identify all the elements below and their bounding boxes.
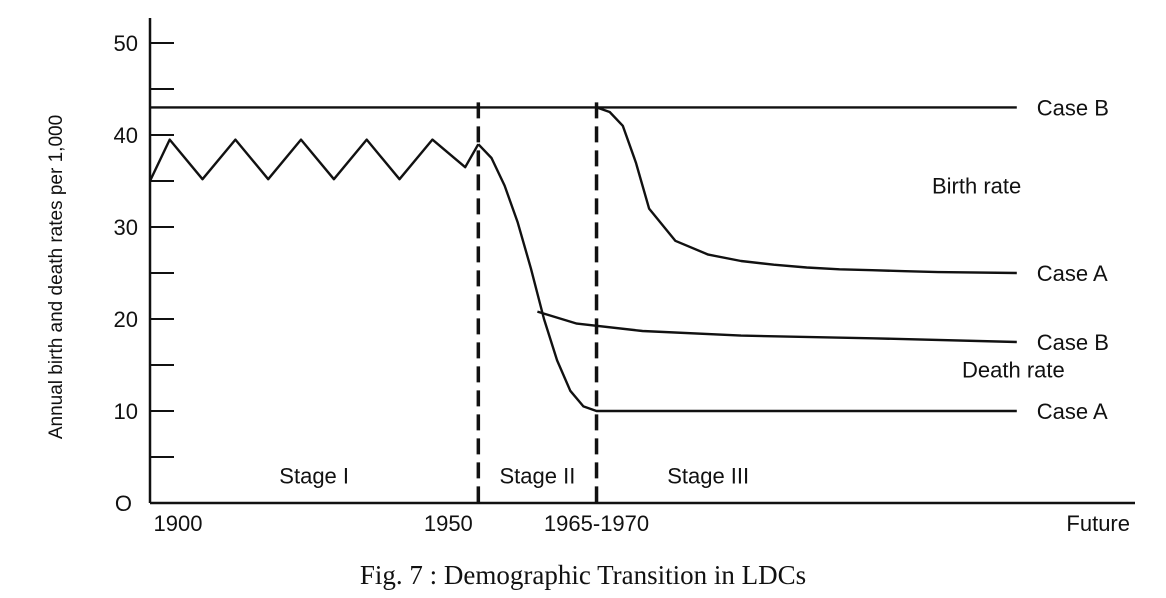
series-label: Case B <box>1037 95 1109 120</box>
plot-area: O 10 20 30 40 50 1900 1950 1965-1970 Future Case… <box>114 18 1135 536</box>
x-tick-label: 1900 <box>154 511 203 536</box>
y-tick-label: 50 <box>114 31 138 56</box>
stage-labels: Stage I Stage II Stage III <box>279 463 749 488</box>
y-ticks: O 10 20 30 40 50 <box>114 31 174 516</box>
x-tick-label: Future <box>1066 511 1130 536</box>
series-label: Case A <box>1037 399 1108 424</box>
group-labels: Birth rate Death rate <box>932 174 1065 383</box>
y-tick-label: 20 <box>114 307 138 332</box>
stage-label: Stage II <box>500 463 576 488</box>
y-tick-label: 30 <box>114 215 138 240</box>
group-label: Death rate <box>962 358 1065 383</box>
series-labels: Case B Case A Case B Case A <box>1037 95 1109 424</box>
series-line <box>537 310 1017 344</box>
series-lines <box>148 106 1017 413</box>
group-label: Birth rate <box>932 174 1021 199</box>
series-line <box>477 143 1017 413</box>
series-line <box>596 106 1017 275</box>
x-ticks: 1900 1950 1965-1970 Future <box>154 511 1130 536</box>
x-tick-label: 1965-1970 <box>544 511 649 536</box>
y-tick-label: O <box>115 491 132 516</box>
stage-label: Stage III <box>667 463 749 488</box>
y-tick-label: 10 <box>114 399 138 424</box>
chart-title: Fig. 7 : Demographic Transition in LDCs <box>360 560 806 590</box>
y-tick-label: 40 <box>114 123 138 148</box>
series-line <box>148 138 480 182</box>
series-label: Case A <box>1037 261 1108 286</box>
stage-boundaries <box>476 102 599 503</box>
x-tick-label: 1950 <box>424 511 473 536</box>
stage-label: Stage I <box>279 463 349 488</box>
series-label: Case B <box>1037 330 1109 355</box>
y-axis-label: Annual birth and death rates per 1,000 <box>46 115 67 439</box>
